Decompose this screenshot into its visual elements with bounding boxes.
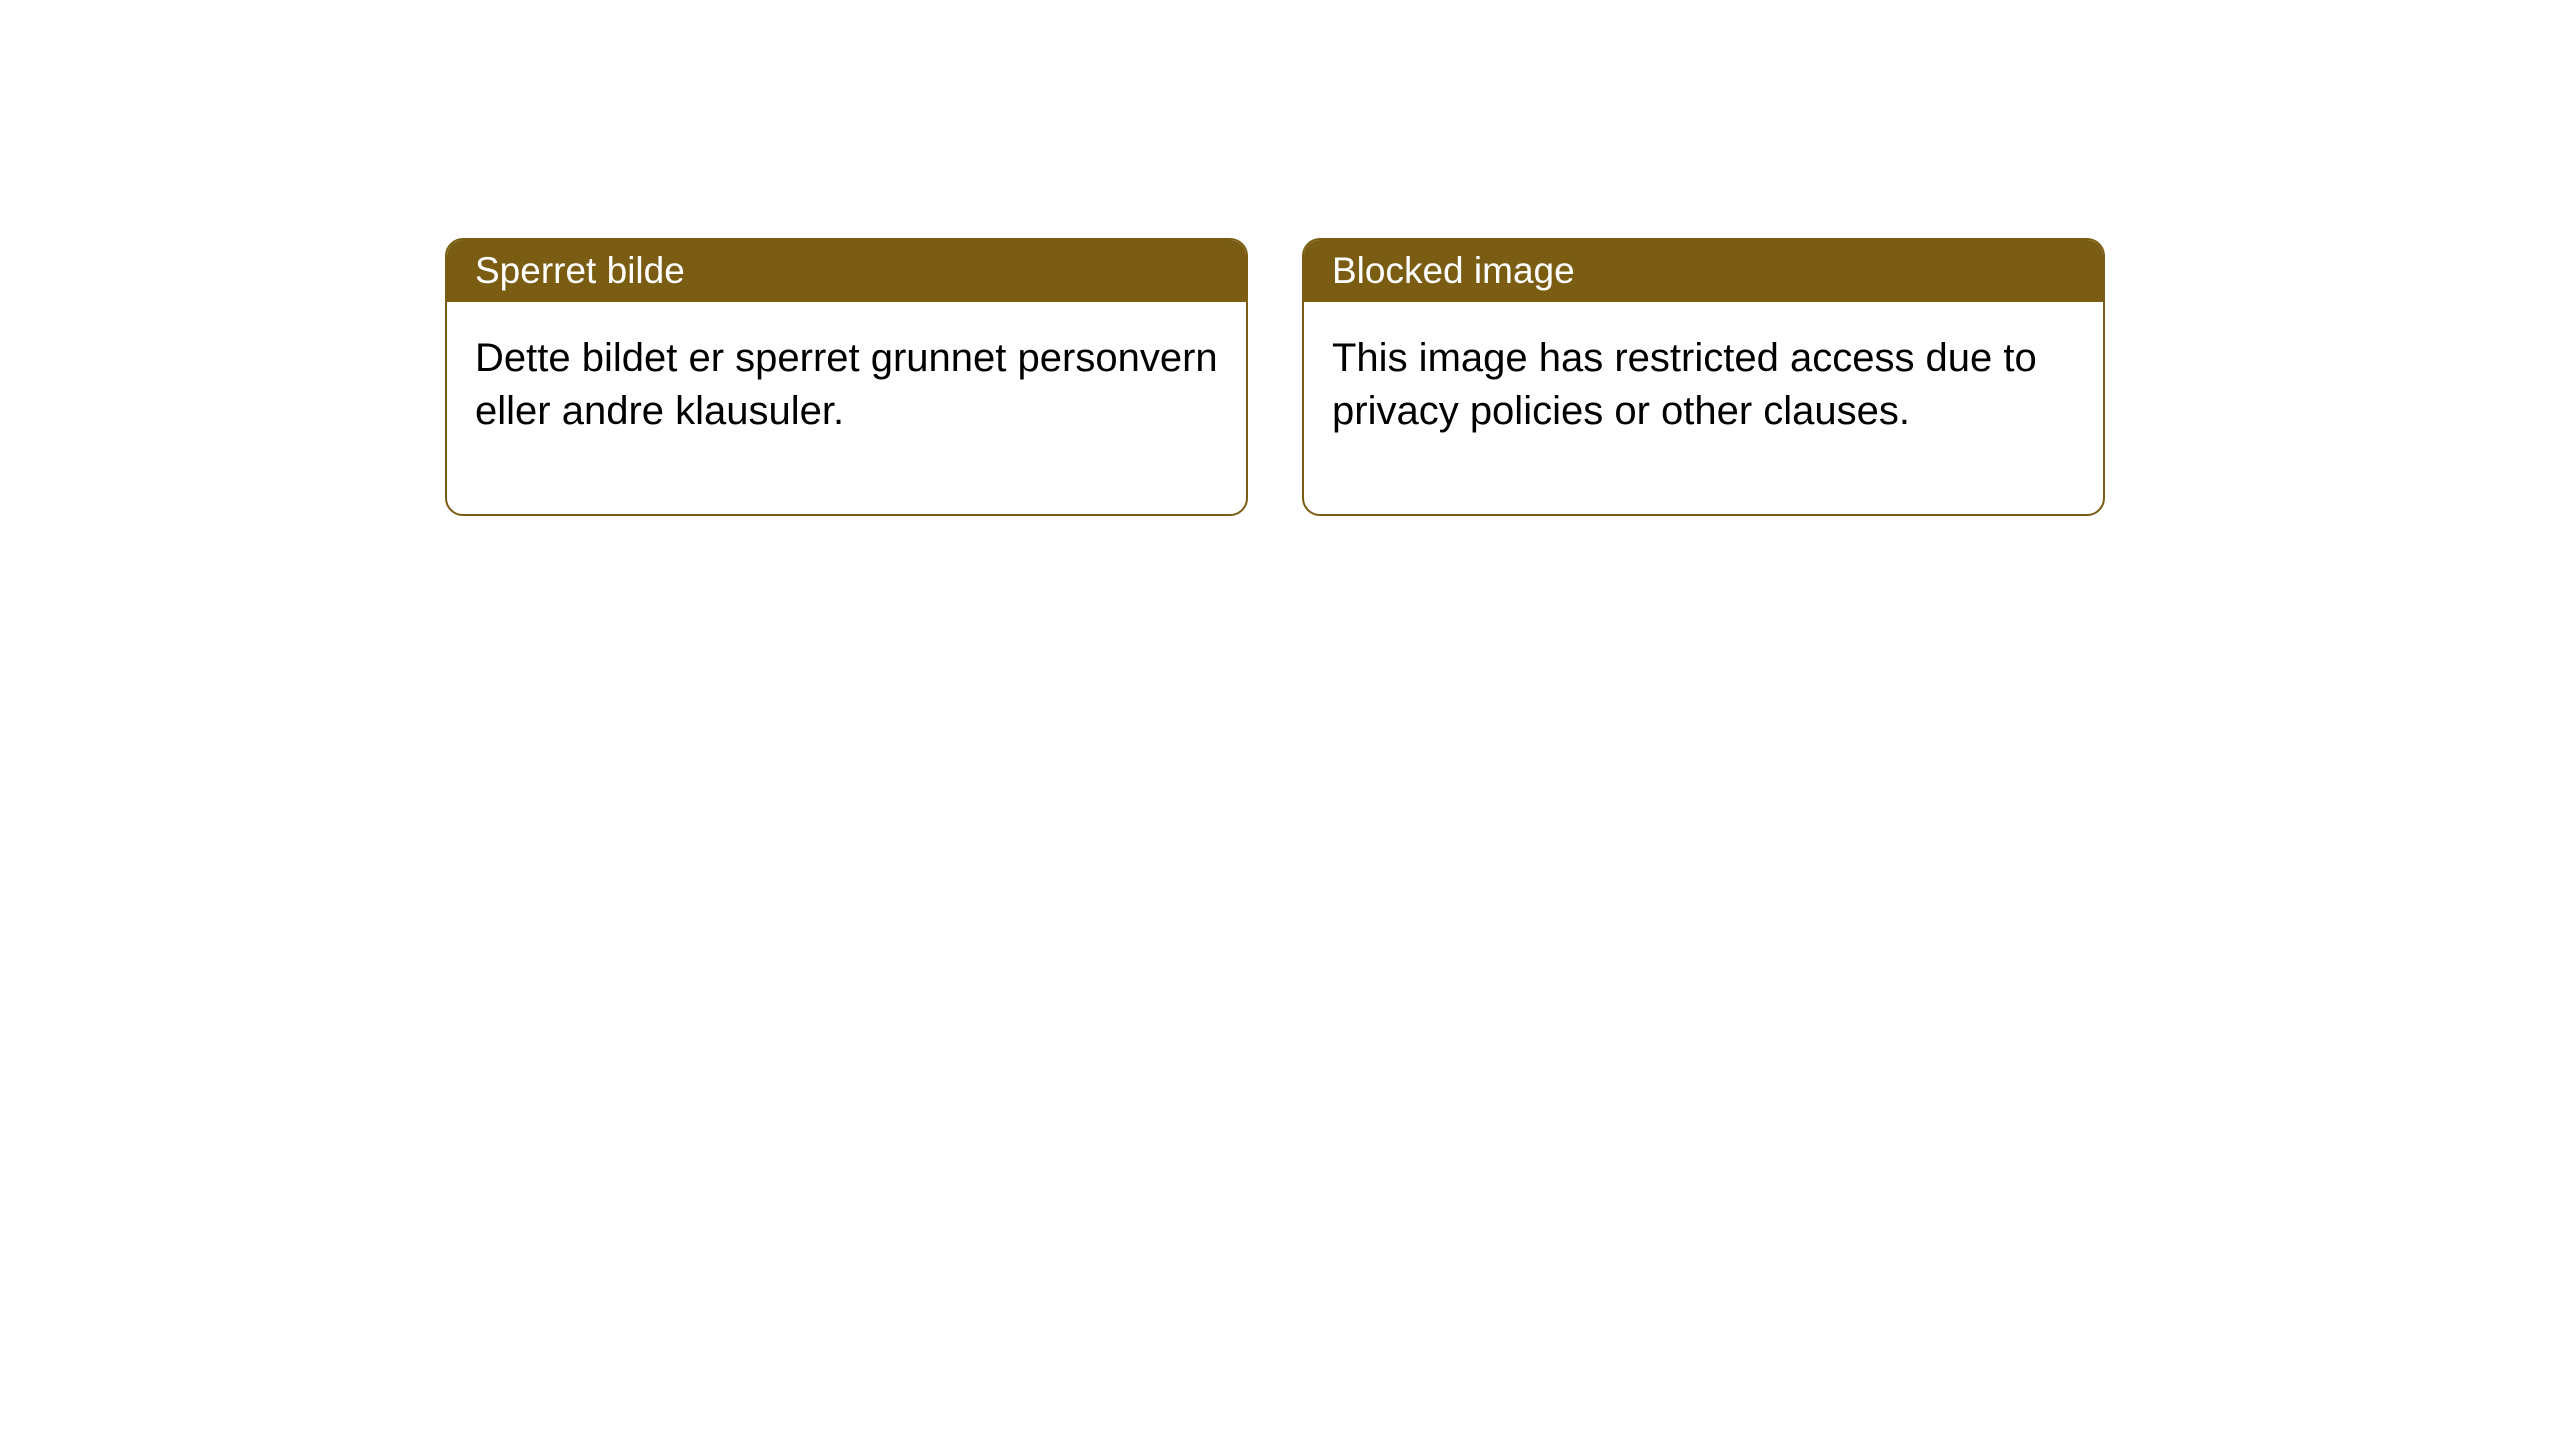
notice-cards-container: Sperret bilde Dette bildet er sperret gr… <box>0 0 2560 516</box>
card-body-text: This image has restricted access due to … <box>1332 336 2037 433</box>
card-body-text: Dette bildet er sperret grunnet personve… <box>475 336 1218 433</box>
card-header: Blocked image <box>1304 240 2103 302</box>
notice-card-english: Blocked image This image has restricted … <box>1302 238 2105 516</box>
card-header: Sperret bilde <box>447 240 1246 302</box>
notice-card-norwegian: Sperret bilde Dette bildet er sperret gr… <box>445 238 1248 516</box>
card-header-text: Sperret bilde <box>475 250 685 291</box>
card-body: Dette bildet er sperret grunnet personve… <box>447 302 1246 514</box>
card-body: This image has restricted access due to … <box>1304 302 2103 514</box>
card-header-text: Blocked image <box>1332 250 1575 291</box>
